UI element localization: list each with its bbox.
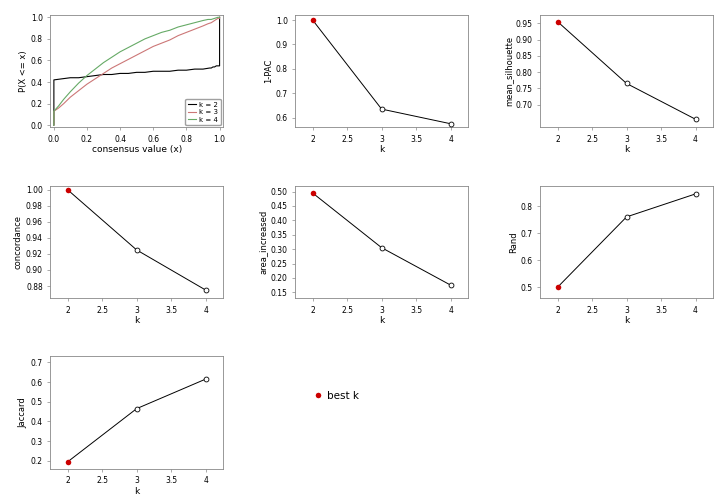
X-axis label: k: k: [624, 316, 629, 325]
Y-axis label: Jaccard: Jaccard: [19, 397, 28, 428]
Y-axis label: area_increased: area_increased: [259, 210, 268, 274]
X-axis label: k: k: [134, 316, 139, 325]
X-axis label: k: k: [379, 146, 384, 154]
Y-axis label: 1-PAC: 1-PAC: [264, 59, 273, 84]
X-axis label: k: k: [134, 487, 139, 496]
Legend: best k: best k: [309, 387, 363, 405]
Y-axis label: P(X <= x): P(X <= x): [19, 50, 28, 92]
Legend: k = 2, k = 3, k = 4: k = 2, k = 3, k = 4: [185, 99, 221, 125]
Y-axis label: Rand: Rand: [509, 231, 518, 253]
Y-axis label: mean_silhouette: mean_silhouette: [504, 36, 513, 106]
X-axis label: consensus value (x): consensus value (x): [91, 146, 181, 154]
X-axis label: k: k: [379, 316, 384, 325]
Y-axis label: concordance: concordance: [14, 215, 23, 269]
X-axis label: k: k: [624, 146, 629, 154]
